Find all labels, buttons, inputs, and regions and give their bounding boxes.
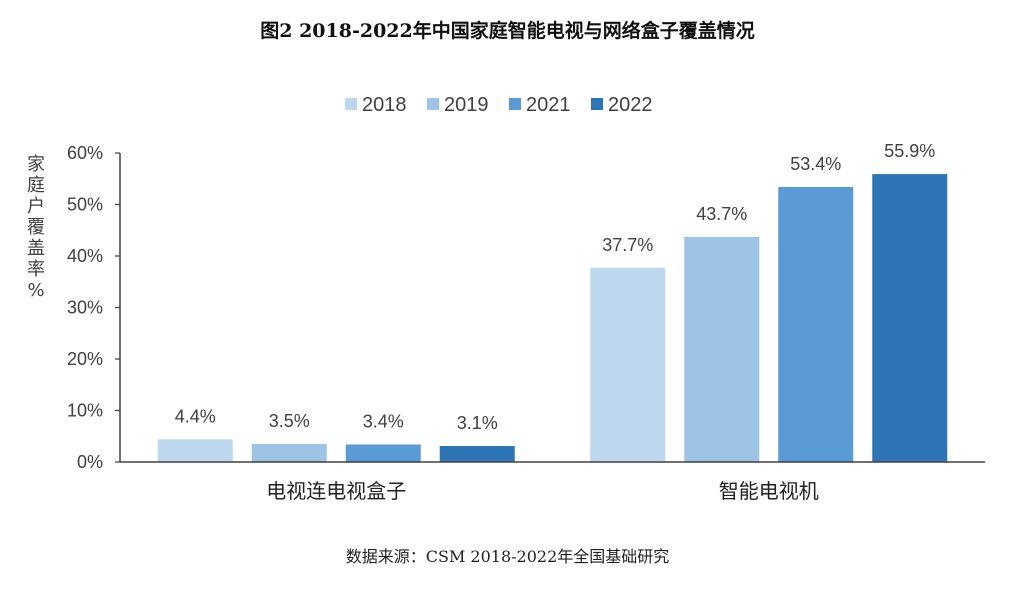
data-label: 4.4% <box>175 406 216 426</box>
legend-label-2019: 2019 <box>444 94 489 116</box>
legend-label-2022: 2022 <box>608 94 653 116</box>
data-label: 53.4% <box>790 154 841 174</box>
data-label: 3.5% <box>269 411 310 431</box>
y-tick-label: 30% <box>67 298 103 318</box>
data-label: 55.9% <box>884 141 935 161</box>
legend-swatch-2021 <box>509 98 521 110</box>
bar-2021-1 <box>778 186 854 463</box>
data-label: 3.1% <box>457 413 498 433</box>
bar-2018-0 <box>157 439 233 462</box>
bar-2018-1 <box>590 267 666 462</box>
bar-2022-0 <box>439 446 515 462</box>
legend-swatch-2022 <box>591 98 603 110</box>
category-label: 电视连电视盒子 <box>266 479 406 503</box>
y-axis: 0% 10% 20% 30% 40% 50% 60% 家庭户覆盖率% <box>27 143 121 472</box>
y-tick-label: 10% <box>67 401 103 421</box>
legend-swatch-2018 <box>345 98 357 110</box>
chart-title: 图2 2018-2022年中国家庭智能电视与网络盒子覆盖情况 <box>260 20 755 42</box>
bar-2019-1 <box>684 236 760 462</box>
legend: 2018 2019 2021 2022 <box>345 94 653 116</box>
y-tick-label: 40% <box>67 246 103 266</box>
y-tick-label: 0% <box>77 452 103 472</box>
data-label: 37.7% <box>602 235 653 255</box>
data-label: 43.7% <box>696 204 747 224</box>
y-tick-label: 20% <box>67 349 103 369</box>
y-tick-label: 50% <box>67 195 103 215</box>
category-label: 智能电视机 <box>719 479 819 503</box>
data-labels: 4.4% 3.5% 3.4% 3.1% 37.7% 43.7% 53.4% 55.9% <box>175 141 936 433</box>
bar-2021-0 <box>345 444 421 462</box>
y-tick-label: 60% <box>67 143 103 163</box>
bar-2019-0 <box>251 443 327 462</box>
bar-2022-1 <box>872 174 948 463</box>
legend-label-2018: 2018 <box>362 94 407 116</box>
legend-label-2021: 2021 <box>526 94 571 116</box>
legend-swatch-2019 <box>427 98 439 110</box>
data-label: 3.4% <box>363 411 404 431</box>
y-axis-title: 家庭户覆盖率% <box>27 154 45 301</box>
bars <box>157 174 948 463</box>
chart-source: 数据来源：CSM 2018-2022年全国基础研究 <box>345 547 670 566</box>
x-axis: 电视连电视盒子 智能电视机 <box>120 461 985 503</box>
